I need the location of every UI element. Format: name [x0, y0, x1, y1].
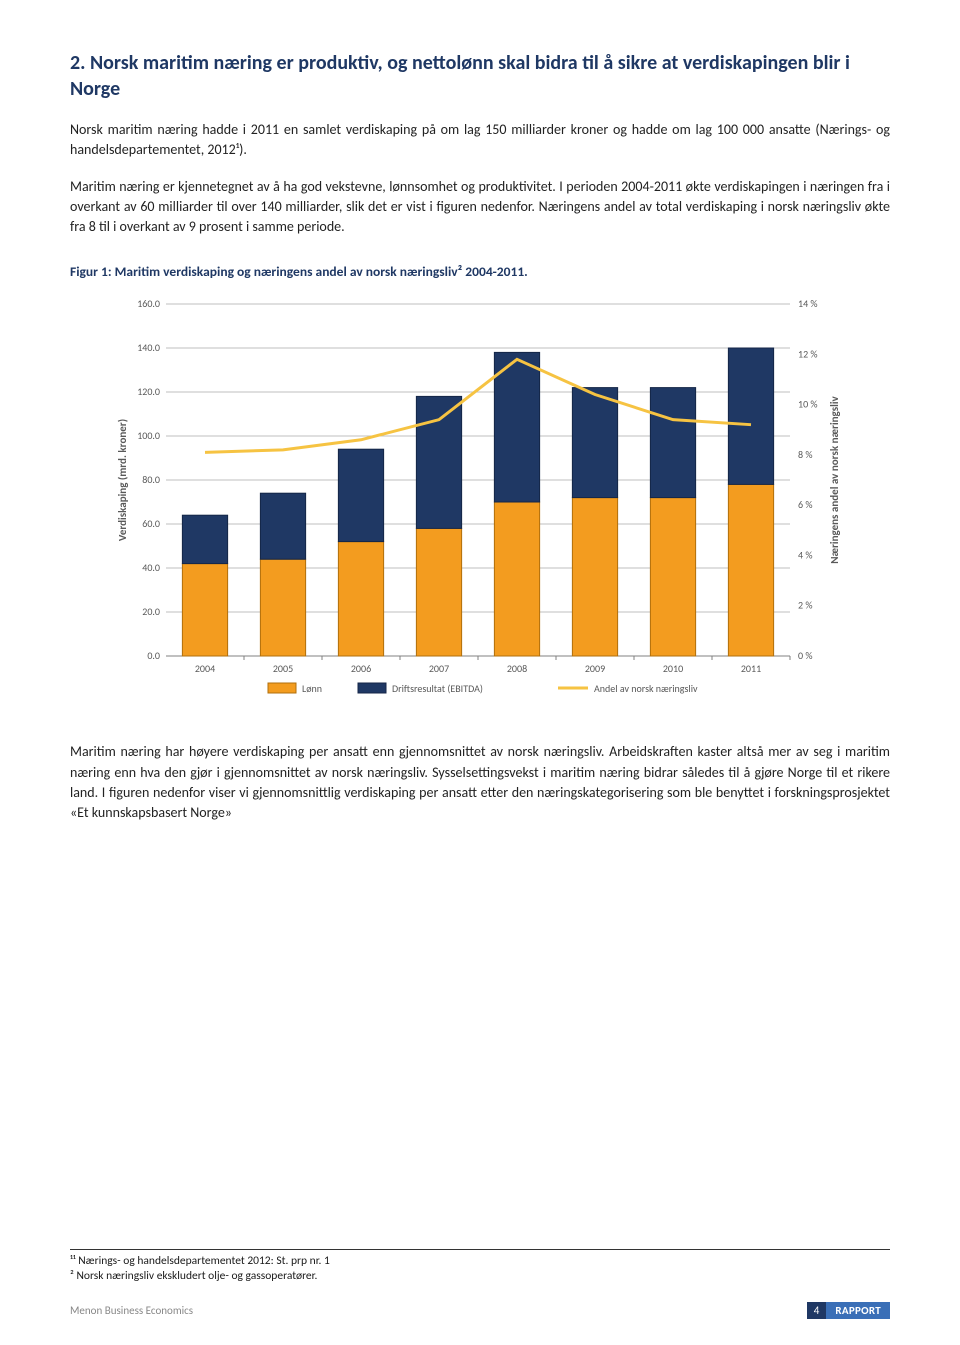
svg-text:140.0: 140.0 [137, 341, 160, 354]
svg-text:Driftsresultat (EBITDA): Driftsresultat (EBITDA) [392, 682, 483, 695]
svg-text:2 %: 2 % [798, 599, 812, 612]
footnotes: ¹¹ Nærings- og handelsdepartementet 2012… [70, 1249, 890, 1285]
svg-text:12 %: 12 % [798, 348, 818, 361]
footer-report-label: RAPPORT [826, 1302, 890, 1319]
body-para-2: Maritim næring er kjennetegnet av å ha g… [70, 177, 890, 238]
verdiskaping-chart: 0.0 20.0 40.0 60.0 80.0 100.0 120.0 140.0 160.0 0… [110, 292, 850, 712]
svg-text:160.0: 160.0 [137, 297, 160, 310]
svg-text:20.0: 20.0 [142, 605, 160, 618]
svg-text:100.0: 100.0 [137, 429, 160, 442]
svg-text:14 %: 14 % [798, 297, 818, 310]
svg-text:60.0: 60.0 [142, 517, 160, 530]
svg-text:2006: 2006 [351, 662, 371, 675]
svg-text:0.0: 0.0 [147, 649, 160, 662]
section-title: 2. Norsk maritim næring er produktiv, og… [70, 50, 890, 102]
svg-text:10 %: 10 % [798, 398, 818, 411]
chart-container: 0.0 20.0 40.0 60.0 80.0 100.0 120.0 140.0 160.0 0… [110, 292, 850, 712]
svg-text:2010: 2010 [663, 662, 683, 675]
svg-text:40.0: 40.0 [142, 561, 160, 574]
svg-text:8 %: 8 % [798, 448, 812, 461]
svg-text:2004: 2004 [195, 662, 215, 675]
svg-text:6 %: 6 % [798, 499, 812, 512]
footer-source: Menon Business Economics [70, 1304, 193, 1317]
svg-text:2009: 2009 [585, 662, 605, 675]
svg-text:80.0: 80.0 [142, 473, 160, 486]
svg-text:4 %: 4 % [798, 549, 812, 562]
svg-text:Andel av norsk næringsliv: Andel av norsk næringsliv [594, 682, 698, 695]
footnote-1: ¹¹ Nærings- og handelsdepartementet 2012… [70, 1254, 890, 1270]
svg-text:Lønn: Lønn [302, 682, 322, 695]
svg-text:2008: 2008 [507, 662, 527, 675]
svg-text:2011: 2011 [741, 662, 761, 675]
footer-page-number: 4 [807, 1302, 827, 1319]
svg-text:2005: 2005 [273, 662, 293, 675]
figure-caption: Figur 1: Maritim verdiskaping og næringe… [70, 263, 890, 280]
page-footer: Menon Business Economics 4 RAPPORT [70, 1302, 890, 1319]
svg-text:120.0: 120.0 [137, 385, 160, 398]
svg-text:2007: 2007 [429, 662, 449, 675]
footnote-2: ² Norsk næringsliv ekskludert olje- og g… [70, 1269, 890, 1285]
svg-text:Verdiskaping (mrd. kroner): Verdiskaping (mrd. kroner) [116, 419, 129, 541]
svg-text:0 %: 0 % [798, 649, 812, 662]
body-para-1: Norsk maritim næring hadde i 2011 en sam… [70, 120, 890, 161]
body-para-3: Maritim næring har høyere verdiskaping p… [70, 742, 890, 823]
svg-text:Næringens andel av norsk nærin: Næringens andel av norsk næringsliv [828, 396, 841, 564]
